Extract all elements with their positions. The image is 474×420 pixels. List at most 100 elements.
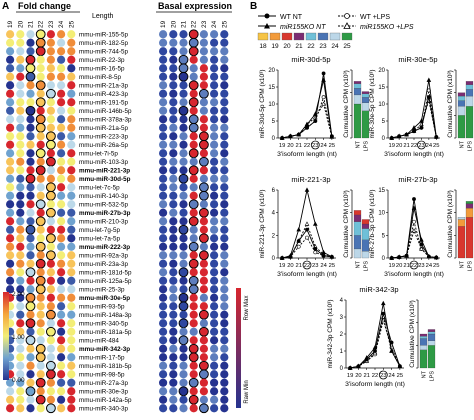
- basal-expression-cell: [189, 234, 198, 243]
- length-tick-label: 19: [7, 20, 14, 28]
- basal-expression-cell: [199, 310, 208, 319]
- x-tick-label: 23: [418, 143, 424, 149]
- mirna-label: mmu-miR-17-5p: [79, 355, 125, 362]
- basal-expression-cell: [159, 81, 168, 90]
- basal-expression-cell: [210, 327, 219, 336]
- basal-expression-cell: [159, 225, 168, 234]
- fold-change-cell: [16, 242, 25, 251]
- basal-expression-cell: [220, 166, 229, 175]
- length-swatch-label: 22: [307, 43, 315, 50]
- fold-change-cell: [36, 327, 45, 336]
- mirna-label: mmu-let-7c-5p: [79, 185, 120, 192]
- fold-change-title: Fold change: [18, 1, 71, 11]
- series-point: [373, 349, 377, 353]
- series-point: [305, 227, 309, 232]
- basal-expression-cell: [210, 115, 219, 124]
- x-axis-label: 3'isoform length (nt): [345, 381, 405, 388]
- fold-change-cell: [26, 30, 35, 39]
- fold-change-cell: [36, 140, 45, 149]
- fold-change-cell: [36, 251, 45, 260]
- x-tick-label: 21: [403, 263, 409, 269]
- basal-expression-cell: [199, 276, 208, 285]
- fold-change-cell: [36, 174, 45, 183]
- cum-bar-segment: [427, 331, 436, 335]
- basal-expression-cell: [199, 72, 208, 81]
- canonical-length-marker: [178, 318, 189, 329]
- fold-change-cell: [57, 123, 66, 132]
- fold-change-cell: [26, 242, 35, 251]
- legend-ko-nt: miR155KO NT: [280, 24, 326, 31]
- fold-change-cell: [67, 140, 76, 149]
- basal-expression-cell: [169, 106, 178, 115]
- fold-change-cell: [36, 378, 45, 387]
- fold-change-cell: [36, 38, 45, 47]
- y-axis-label: miR-27b-3p CPM (x10³): [369, 190, 376, 259]
- basal-expression-cell: [199, 191, 208, 200]
- fold-change-cell: [36, 123, 45, 132]
- basal-expression-cell: [210, 336, 219, 345]
- basal-expression-cell: [220, 115, 229, 124]
- y-tick-label: 5: [382, 119, 386, 125]
- basal-expression-cell: [199, 395, 208, 404]
- basal-expression-cell: [179, 395, 188, 404]
- fold-change-cell: [16, 319, 25, 328]
- canonical-length-circle: [417, 140, 426, 150]
- fold-change-cell: [46, 115, 56, 124]
- y-tick-label: 3: [340, 315, 344, 321]
- fold-change-cell: [36, 225, 45, 234]
- y-tick-label: 20: [378, 68, 385, 74]
- basal-expression-cell: [199, 166, 208, 175]
- mirna-label: mmu-miR-181a-5p: [79, 329, 132, 336]
- basal-expression-cell: [220, 242, 229, 251]
- basal-expression-cell: [179, 234, 188, 243]
- x-tick-label: 19: [388, 143, 394, 149]
- fold-change-cell: [46, 208, 56, 217]
- fold-change-cell: [16, 344, 25, 353]
- basal-expression-cell: [220, 98, 229, 107]
- fold-change-cell: [6, 285, 15, 294]
- basal-expression-cell: [179, 149, 188, 158]
- basal-expression-cell: [220, 47, 229, 56]
- series-point: [411, 125, 417, 130]
- fold-change-cell: [26, 217, 35, 226]
- basal-expression-cell: [210, 157, 219, 166]
- fold-change-cell: [36, 191, 45, 200]
- basal-expression-cell: [179, 89, 188, 98]
- mirna-label: mmu-miR-30d-5p: [79, 176, 131, 183]
- cum-bar-segment: [457, 95, 466, 101]
- series-point: [304, 121, 310, 127]
- fold-change-cell: [26, 81, 35, 90]
- fold-change-cell: [26, 404, 35, 413]
- basal-expression-cell: [159, 370, 168, 379]
- basal-expression-cell: [220, 404, 229, 413]
- basal-expression-cell: [220, 344, 229, 353]
- series-point: [397, 363, 403, 369]
- basal-expression-cell: [210, 319, 219, 328]
- fold-change-cell: [36, 370, 45, 379]
- fold-change-cell: [16, 378, 25, 387]
- basal-expression-cell: [189, 353, 198, 362]
- basal-expression-cell: [159, 64, 168, 73]
- length-swatch: [305, 32, 317, 41]
- basal-expression-cell: [189, 217, 198, 226]
- length-swatch: [329, 32, 341, 41]
- basal-expression-cell: [199, 81, 208, 90]
- series-point: [305, 235, 309, 240]
- fold-change-cell: [57, 353, 66, 362]
- basal-expression-cell: [199, 378, 208, 387]
- fold-change-cell: [16, 123, 25, 132]
- canonical-length-marker: [178, 335, 189, 346]
- basal-expression-cell: [169, 387, 178, 396]
- fold-change-cell: [57, 140, 66, 149]
- fold-change-cell: [36, 302, 45, 311]
- basal-expression-cell: [199, 64, 208, 73]
- canonical-length-circle: [310, 140, 320, 150]
- series-point: [329, 134, 335, 139]
- fold-change-cell: [57, 404, 66, 413]
- fold-change-cell: [57, 191, 66, 200]
- series-point: [412, 219, 416, 224]
- y-tick-label: 4: [340, 298, 344, 304]
- fold-change-cell: [16, 310, 25, 319]
